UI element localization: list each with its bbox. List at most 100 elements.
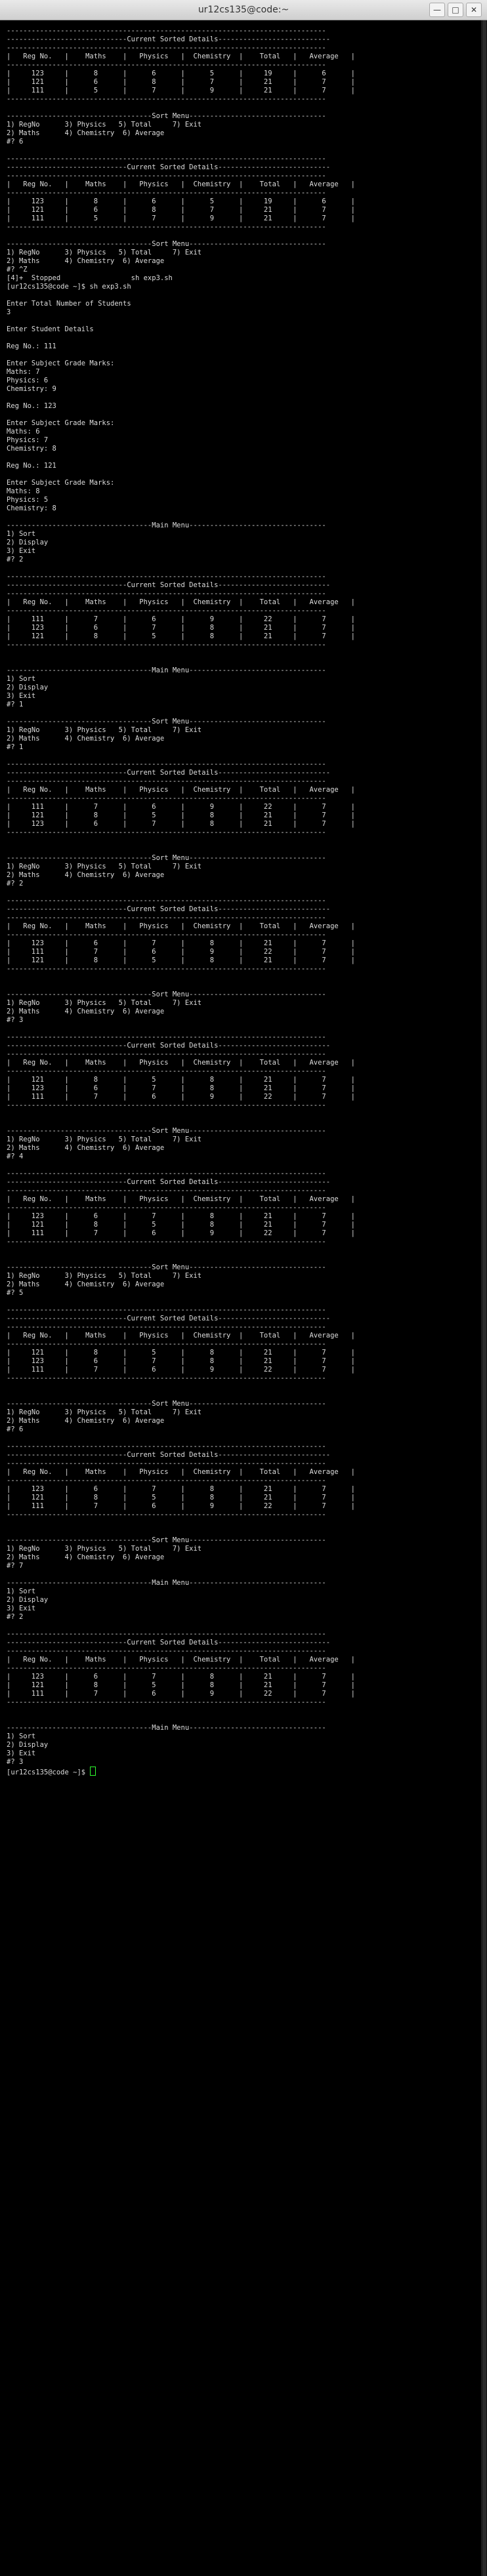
terminal-line: #? ^Z [7, 266, 28, 274]
maximize-icon[interactable]: □ [448, 3, 463, 17]
terminal-line: -----------------------------------Main … [7, 666, 326, 674]
terminal-line: | 123 | 6 | 7 | 8 | 21 | 7 | [7, 820, 356, 828]
terminal-line [7, 104, 476, 112]
terminal-line: -----------------------------Current Sor… [7, 905, 331, 913]
terminal-line: | 121 | 8 | 5 | 8 | 21 | 7 | [7, 1681, 356, 1689]
terminal-line: 1) RegNo 3) Physics 5) Total 7) Exit [7, 863, 202, 870]
terminal-line: -----------------------------------Sort … [7, 854, 326, 862]
window-title: ur12cs135@code:~ [198, 5, 289, 15]
terminal-line: 2) Display [7, 1596, 49, 1604]
terminal-line [7, 846, 476, 854]
close-icon[interactable]: ✕ [466, 3, 482, 17]
terminal-line: 1) RegNo 3) Physics 5) Total 7) Exit [7, 1545, 202, 1553]
terminal-line: ----------------------------------------… [7, 95, 326, 103]
terminal-line [7, 1383, 476, 1391]
terminal-line: #? 6 [7, 138, 24, 146]
terminal-line: Chemistry: 8 [7, 445, 56, 453]
terminal-line: #? 1 [7, 743, 24, 751]
terminal-line [7, 394, 476, 402]
terminal-line [7, 1715, 476, 1724]
terminal-line: ----------------------------------------… [7, 965, 326, 973]
terminal-line: 1) Sort [7, 675, 36, 683]
terminal-line: ----------------------------------------… [7, 897, 326, 905]
terminal-line: | 121 | 8 | 5 | 8 | 21 | 7 | [7, 1494, 356, 1502]
terminal-line: | 111 | 7 | 6 | 9 | 22 | 7 | [7, 1366, 356, 1374]
terminal-line: ----------------------------------------… [7, 44, 326, 52]
title-bar[interactable]: ur12cs135@code:~ — □ ✕ [0, 0, 487, 20]
terminal-line: | Reg No. | Maths | Physics | Chemistry … [7, 1656, 356, 1664]
terminal-line: | 121 | 6 | 8 | 7 | 21 | 7 | [7, 206, 356, 214]
terminal-line [7, 973, 476, 982]
terminal-line: ----------------------------------------… [7, 1187, 326, 1195]
terminal-line: ----------------------------------------… [7, 914, 326, 922]
scrollbar[interactable] [481, 20, 487, 2576]
terminal-line: | 111 | 7 | 6 | 9 | 22 | 7 | [7, 803, 356, 811]
terminal-line: Chemistry: 8 [7, 504, 56, 512]
terminal-line: ----------------------------------------… [7, 760, 326, 768]
terminal-line: ----------------------------------------… [7, 1323, 326, 1331]
terminal-line: #? 7 [7, 1562, 24, 1570]
terminal-line: 2) Maths 4) Chemistry 6) Average [7, 1280, 165, 1288]
terminal-line: | Reg No. | Maths | Physics | Chemistry … [7, 1059, 356, 1067]
terminal-line: | 121 | 8 | 5 | 8 | 21 | 7 | [7, 811, 356, 819]
terminal-line: 2) Maths 4) Chemistry 6) Average [7, 129, 165, 137]
terminal-line: ----------------------------------------… [7, 61, 326, 69]
terminal-line: 1) RegNo 3) Physics 5) Total 7) Exit [7, 726, 202, 734]
terminal-line [7, 317, 476, 325]
terminal-line: 2) Maths 4) Chemistry 6) Average [7, 1144, 165, 1152]
terminal-line: #? 3 [7, 1016, 24, 1024]
terminal-line: | 121 | 8 | 5 | 8 | 21 | 7 | [7, 1221, 356, 1229]
terminal-line: Reg No.: 111 [7, 342, 56, 350]
minimize-icon[interactable]: — [429, 3, 445, 17]
terminal-line: | Reg No. | Maths | Physics | Chemistry … [7, 180, 356, 188]
terminal-line: | 121 | 6 | 8 | 7 | 21 | 7 | [7, 78, 356, 86]
terminal-line: | 111 | 7 | 6 | 9 | 22 | 7 | [7, 615, 356, 623]
terminal-line: | 111 | 7 | 6 | 9 | 22 | 7 | [7, 948, 356, 956]
terminal-line: -----------------------------------Sort … [7, 1400, 326, 1408]
terminal-line: 2) Display [7, 684, 49, 691]
terminal-line: | 123 | 8 | 6 | 5 | 19 | 6 | [7, 70, 356, 77]
terminal-line: -----------------------------Current Sor… [7, 1315, 331, 1322]
terminal-line: ----------------------------------------… [7, 189, 326, 197]
terminal-line: ----------------------------------------… [7, 1033, 326, 1041]
terminal-line: [4]+ Stopped sh exp3.sh [7, 274, 173, 282]
terminal-output[interactable]: ----------------------------------------… [0, 20, 482, 2576]
terminal-line [7, 1528, 476, 1536]
terminal-line: ----------------------------------------… [7, 1204, 326, 1212]
terminal-line: -----------------------------------Sort … [7, 1536, 326, 1544]
cursor-icon [90, 1767, 96, 1776]
terminal-line [7, 649, 476, 658]
terminal-line [7, 1025, 476, 1033]
terminal-line: | 123 | 6 | 7 | 8 | 21 | 7 | [7, 1212, 356, 1220]
terminal-line: | 123 | 6 | 7 | 8 | 21 | 7 | [7, 624, 356, 632]
terminal-line [7, 837, 476, 846]
terminal-line: 1) RegNo 3) Physics 5) Total 7) Exit [7, 1135, 202, 1143]
terminal-line [7, 1110, 476, 1118]
terminal-line: ----------------------------------------… [7, 1101, 326, 1109]
terminal-line: #? 6 [7, 1425, 24, 1433]
terminal-line: Enter Total Number of Students [7, 300, 131, 308]
terminal-line [7, 1391, 476, 1400]
terminal-line: 3) Exit [7, 547, 36, 555]
scrollbar-thumb[interactable] [482, 20, 486, 2576]
terminal-line [7, 351, 476, 359]
terminal-line: Physics: 7 [7, 436, 49, 444]
terminal-line [7, 564, 476, 573]
terminal-line: ----------------------------------------… [7, 777, 326, 785]
terminal-line: 3) Exit [7, 1749, 36, 1757]
terminal-line: Maths: 7 [7, 368, 40, 376]
terminal-line: -----------------------------Current Sor… [7, 581, 331, 589]
terminal-line [7, 1707, 476, 1715]
terminal-line: -----------------------------------Sort … [7, 1263, 326, 1271]
terminal-line: Physics: 6 [7, 377, 49, 384]
terminal-line: 1) RegNo 3) Physics 5) Total 7) Exit [7, 249, 202, 256]
terminal-line [7, 1519, 476, 1528]
terminal-line: ----------------------------------------… [7, 1374, 326, 1382]
terminal-line: 2) Maths 4) Chemistry 6) Average [7, 1553, 165, 1561]
terminal-line: ----------------------------------------… [7, 1306, 326, 1314]
terminal-line: ----------------------------------------… [7, 1511, 326, 1519]
terminal-line: 2) Display [7, 1741, 49, 1749]
terminal-line: -----------------------------Current Sor… [7, 35, 331, 43]
terminal-line: -----------------------------------Sort … [7, 718, 326, 726]
terminal-line: ----------------------------------------… [7, 223, 326, 231]
